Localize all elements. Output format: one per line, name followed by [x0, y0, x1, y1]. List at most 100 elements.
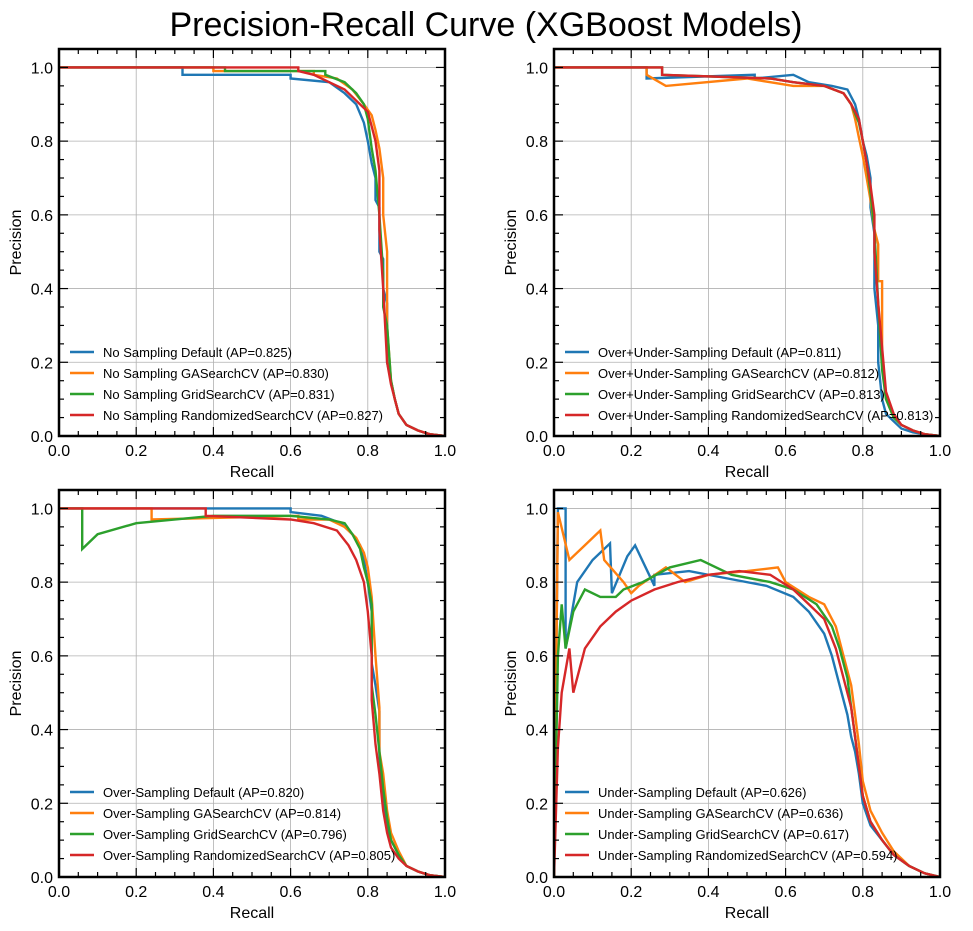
y-tick-label: 0.8 — [31, 134, 53, 151]
y-tick-label: 0.8 — [526, 134, 548, 151]
x-tick-label: 0.0 — [48, 443, 70, 460]
subplot-1: 0.0 0.2 0.4 0.6 0.8 1.0 0.0 0.2 0.4 0.6 0.8 1.0 Reca… — [8, 47, 456, 481]
legend-label: No Sampling Default (AP=0.825) — [103, 345, 292, 360]
series-line-1 — [554, 507, 940, 877]
series-group — [59, 507, 445, 877]
legend-label: No Sampling GASearchCV (AP=0.830) — [103, 366, 329, 381]
x-tick-label: 0.6 — [774, 443, 796, 460]
y-tick-label: 0.2 — [526, 796, 548, 813]
subplot-2: 0.0 0.2 0.4 0.6 0.8 1.0 0.0 0.2 0.4 0.6 0.8 1.0 Reca… — [503, 47, 951, 481]
y-tick-label: 0.6 — [31, 208, 53, 225]
y-axis-label: Precision — [503, 210, 520, 276]
x-tick-label: 0.6 — [279, 443, 301, 460]
series-group — [59, 66, 445, 436]
subplot-3: 0.0 0.2 0.4 0.6 0.8 1.0 0.0 0.2 0.4 0.6 0.8 1.0 Reca… — [8, 488, 456, 922]
y-tick-label: 0.8 — [526, 575, 548, 592]
series-line-4 — [59, 66, 445, 436]
x-tick-label: 0.6 — [774, 884, 796, 901]
y-tick-label: 0.2 — [31, 355, 53, 372]
series-group — [554, 66, 940, 436]
series-line-4 — [59, 507, 445, 877]
legend-label: Over-Sampling RandomizedSearchCV (AP=0.8… — [103, 848, 395, 863]
y-tick-label: 0.2 — [526, 355, 548, 372]
legend: Over+Under-Sampling Default (AP=0.811) Ov… — [565, 345, 933, 423]
y-tick-label: 1.0 — [31, 60, 53, 77]
x-tick-label: 0.0 — [48, 884, 70, 901]
y-tick-label: 1.0 — [31, 501, 53, 518]
y-tick-label: 0.4 — [31, 723, 53, 740]
legend-label: Over-Sampling GASearchCV (AP=0.814) — [103, 806, 341, 821]
legend-label: No Sampling GridSearchCV (AP=0.831) — [103, 387, 335, 402]
y-axis-label: Precision — [8, 210, 25, 276]
legend-label: Over+Under-Sampling RandomizedSearchCV (… — [598, 408, 933, 423]
grid — [553, 490, 941, 878]
y-axis-label: Precision — [503, 651, 520, 717]
legend: Over-Sampling Default (AP=0.820) Over-Sam… — [70, 785, 395, 863]
grid — [58, 49, 446, 437]
x-axis-label: Recall — [230, 464, 274, 481]
y-tick-label: 0.8 — [31, 575, 53, 592]
y-tick-label: 0.2 — [31, 796, 53, 813]
series-line-4 — [554, 66, 940, 436]
y-tick-label: 0.4 — [526, 282, 548, 299]
series-line-2 — [554, 511, 940, 877]
axes-frame — [552, 47, 942, 438]
y-tick-label: 0.4 — [526, 723, 548, 740]
y-tick-label: 0.0 — [31, 870, 53, 887]
x-tick-label: 0.6 — [279, 884, 301, 901]
x-tick-label: 0.4 — [697, 443, 719, 460]
x-tick-label: 0.2 — [125, 443, 147, 460]
x-tick-label: 0.2 — [620, 884, 642, 901]
legend-label: Over+Under-Sampling Default (AP=0.811) — [598, 345, 841, 360]
x-tick-label: 0.0 — [543, 443, 565, 460]
y-tick-label: 0.0 — [526, 429, 548, 446]
series-line-4 — [554, 569, 940, 877]
x-tick-label: 0.0 — [543, 884, 565, 901]
legend: Under-Sampling Default (AP=0.626) Under-S… — [565, 785, 898, 863]
legend-label: Over+Under-Sampling GridSearchCV (AP=0.8… — [598, 387, 885, 402]
x-tick-label: 0.8 — [357, 884, 379, 901]
axes-frame — [57, 47, 447, 438]
x-tick-label: 0.4 — [202, 443, 224, 460]
legend-label: Over+Under-Sampling GASearchCV (AP=0.812… — [598, 366, 879, 381]
y-tick-label: 1.0 — [526, 60, 548, 77]
x-tick-label: 1.0 — [929, 443, 951, 460]
x-tick-label: 1.0 — [434, 884, 456, 901]
legend: No Sampling Default (AP=0.825) No Samplin… — [70, 345, 383, 423]
x-tick-label: 0.8 — [357, 443, 379, 460]
y-tick-label: 0.0 — [31, 429, 53, 446]
panels: 0.0 0.2 0.4 0.6 0.8 1.0 0.0 0.2 0.4 0.6 0.8 1.0 Reca… — [8, 47, 951, 922]
x-axis-label: Recall — [230, 905, 274, 922]
axes-frame — [57, 488, 447, 879]
x-tick-label: 1.0 — [434, 443, 456, 460]
legend-label: Over-Sampling GridSearchCV (AP=0.796) — [103, 827, 347, 842]
x-tick-label: 0.4 — [697, 884, 719, 901]
series-line-3 — [59, 507, 445, 877]
y-tick-label: 0.0 — [526, 870, 548, 887]
x-axis-label: Recall — [725, 905, 769, 922]
y-tick-label: 0.6 — [526, 649, 548, 666]
legend-label: Over-Sampling Default (AP=0.820) — [103, 785, 304, 800]
y-tick-label: 1.0 — [526, 501, 548, 518]
series-group — [554, 507, 940, 877]
legend-label: Under-Sampling GridSearchCV (AP=0.617) — [598, 827, 849, 842]
y-tick-label: 0.4 — [31, 282, 53, 299]
x-tick-label: 0.2 — [125, 884, 147, 901]
legend-label: Under-Sampling GASearchCV (AP=0.636) — [598, 806, 843, 821]
legend-label: No Sampling RandomizedSearchCV (AP=0.827… — [103, 408, 383, 423]
figure-title: Precision-Recall Curve (XGBoost Models) — [170, 6, 803, 44]
legend-label: Under-Sampling Default (AP=0.626) — [598, 785, 806, 800]
y-tick-label: 0.6 — [31, 649, 53, 666]
x-tick-label: 0.8 — [852, 443, 874, 460]
x-axis-label: Recall — [725, 464, 769, 481]
subplot-4: 0.0 0.2 0.4 0.6 0.8 1.0 0.0 0.2 0.4 0.6 0.8 1.0 Reca… — [503, 488, 951, 922]
x-tick-label: 0.2 — [620, 443, 642, 460]
x-tick-label: 1.0 — [929, 884, 951, 901]
legend-label: Under-Sampling RandomizedSearchCV (AP=0.… — [598, 848, 898, 863]
y-axis-label: Precision — [8, 651, 25, 717]
x-tick-label: 0.4 — [202, 884, 224, 901]
x-tick-label: 0.8 — [852, 884, 874, 901]
y-tick-label: 0.6 — [526, 208, 548, 225]
